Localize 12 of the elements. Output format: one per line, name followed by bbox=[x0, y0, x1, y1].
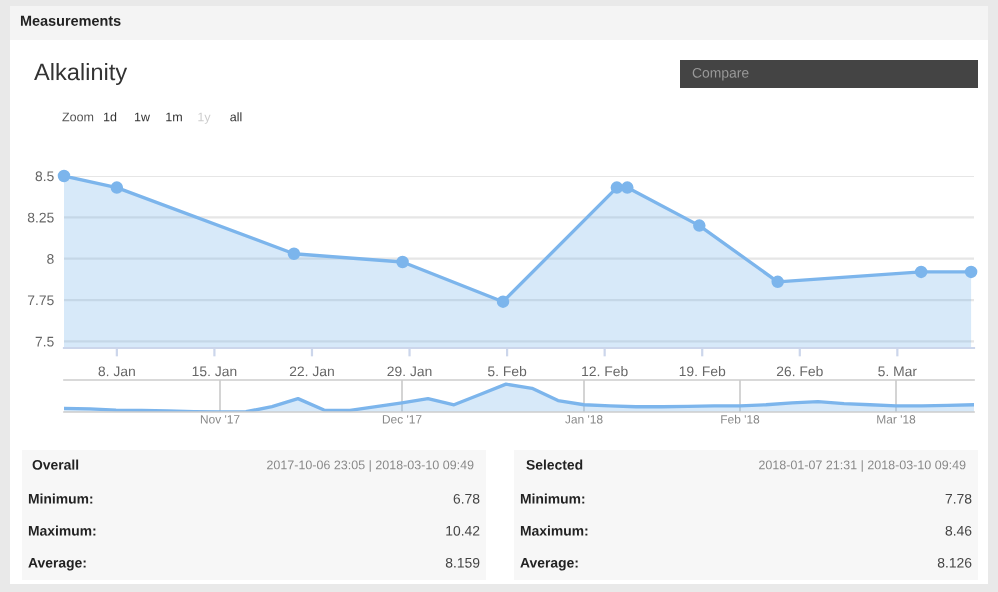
point bbox=[610, 181, 624, 194]
point bbox=[771, 275, 784, 289]
point bbox=[287, 247, 301, 260]
point bbox=[396, 255, 409, 269]
chart-title: Alkalinity bbox=[34, 63, 128, 85]
point bbox=[57, 169, 71, 183]
point bbox=[964, 265, 978, 279]
point bbox=[496, 295, 510, 308]
point bbox=[621, 181, 634, 194]
point bbox=[110, 181, 124, 194]
point bbox=[693, 219, 706, 232]
point bbox=[914, 265, 928, 279]
